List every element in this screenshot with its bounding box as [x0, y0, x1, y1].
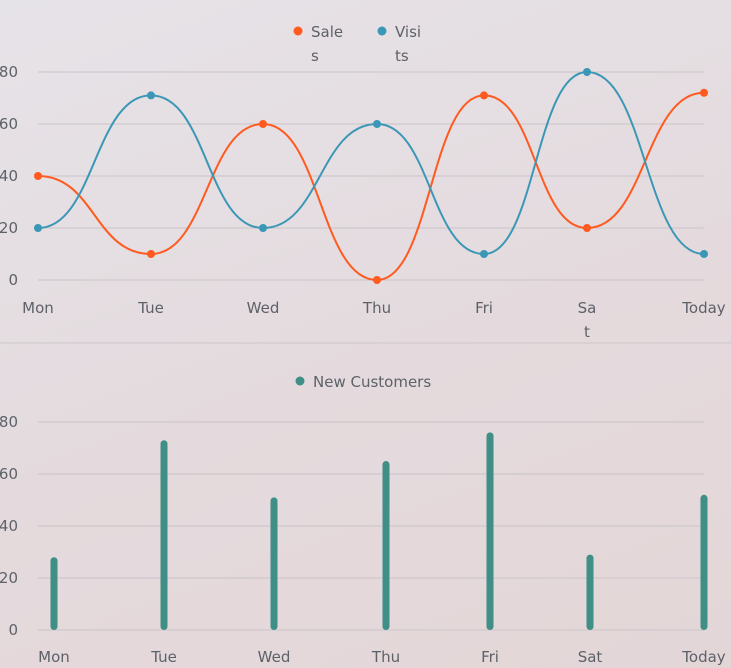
x-tick-label-today: Today [681, 299, 726, 317]
new-customers-bar-chart: 0 20 40 60 80 New Customers Mon Tue Wed Thu Fri Sat… [0, 373, 726, 666]
x-tick-label-fri: Fri [481, 648, 499, 666]
y-tick-label-1-4: 80 [0, 63, 18, 81]
bar-sat [586, 554, 594, 630]
y-tick-label-2-4: 80 [0, 413, 18, 431]
x-tick-label-wed: Wed [258, 648, 291, 666]
y-tick-label-1-3: 60 [0, 115, 18, 133]
data-point-sales-tue [147, 250, 155, 258]
x-tick-label-thu: Thu [362, 299, 391, 317]
series-line-sales [37, 91, 705, 282]
x-tick-label-mon: Mon [38, 648, 70, 666]
data-point-sales-thu [373, 276, 381, 284]
x-tick-label-tue: Tue [137, 299, 164, 317]
data-point-sales-wed [259, 120, 267, 128]
x-tick-label-thu: Thu [371, 648, 400, 666]
x-tick-label-tue: Tue [150, 648, 177, 666]
y-tick-label-1-2: 40 [0, 167, 18, 185]
x-tick-label-mon: Mon [22, 299, 54, 317]
legend-label-visits: Visi ts [395, 23, 421, 65]
legend-marker-visits [377, 26, 387, 36]
data-point-visits-fri [480, 250, 488, 258]
x-tick-label-fri: Fri [475, 299, 493, 317]
y-tick-label-2-0: 0 [8, 621, 18, 639]
bar-wed [270, 497, 278, 630]
y-tick-label-2-3: 60 [0, 465, 18, 483]
data-point-visits-sat [583, 68, 591, 76]
x-tick-label-sat: Sat [578, 648, 603, 666]
y-tick-label-2-2: 40 [0, 517, 18, 535]
y-tick-label-2-1: 20 [0, 569, 18, 587]
bar-tue [160, 440, 168, 630]
data-point-visits-mon [34, 224, 42, 232]
data-point-visits-thu [373, 120, 381, 128]
legend-label-new-customers: New Customers [313, 373, 431, 391]
y-tick-label-1-0: 0 [8, 271, 18, 289]
x-tick-label-today: Today [681, 648, 726, 666]
bar-thu [382, 461, 390, 630]
x-tick-label-wed: Wed [247, 299, 280, 317]
data-point-visits-today [700, 250, 708, 258]
bar-mon [50, 557, 58, 630]
data-point-sales-fri [480, 91, 488, 100]
data-point-sales-mon [34, 172, 42, 180]
bar-fri [486, 432, 494, 630]
legend-marker-sales [293, 26, 303, 36]
y-tick-label-1-1: 20 [0, 219, 18, 237]
series-line-visits [37, 70, 705, 256]
legend-marker-new-customers [295, 376, 305, 386]
data-point-visits-wed [259, 224, 267, 232]
data-point-visits-tue [147, 91, 155, 100]
bar-today [700, 494, 708, 630]
sales-visits-line-chart: 0 20 40 60 80 Sale s Visi ts Mon Tue Wed Thu Fri Sa t To… [0, 23, 731, 344]
data-point-sales-sat [583, 224, 591, 232]
data-point-sales-today [700, 88, 708, 97]
legend-label-sales: Sale s [311, 23, 343, 65]
